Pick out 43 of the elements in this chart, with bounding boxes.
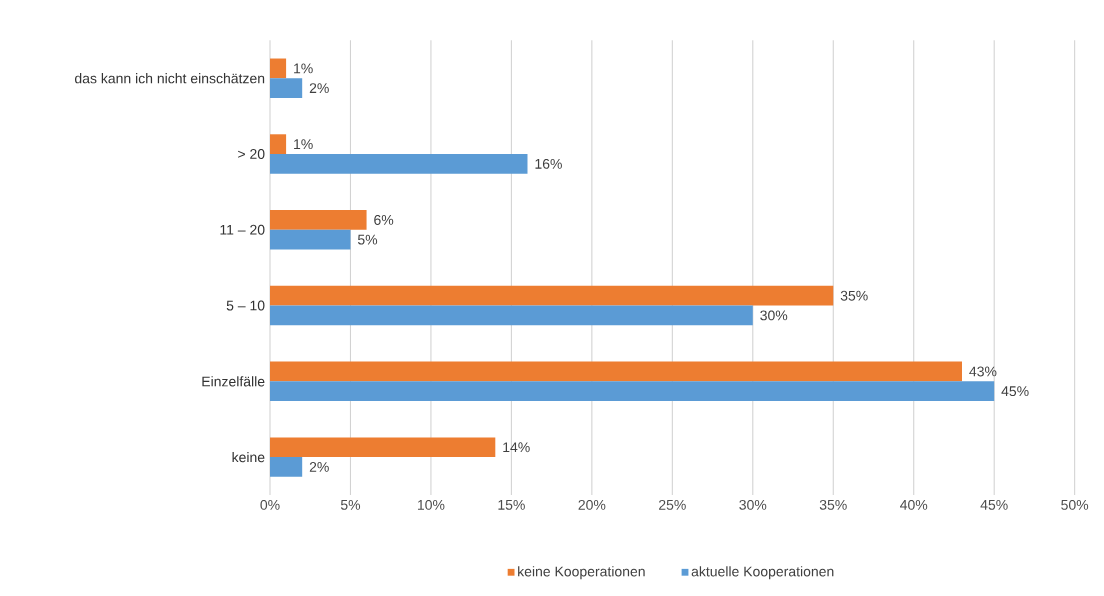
data-label: 2%	[309, 83, 329, 93]
legend-label: keine Kooperationen	[518, 566, 645, 580]
bar	[270, 361, 962, 382]
x-tick-label: 5%	[340, 499, 361, 510]
x-tick-label: 20%	[578, 499, 606, 510]
x-tick-label: 25%	[659, 499, 686, 510]
y-tick-label: 5 – 10	[226, 300, 265, 311]
bar	[270, 134, 287, 154]
data-label: 6%	[374, 214, 394, 225]
x-tick-label: 30%	[739, 499, 767, 510]
x-tick-label: 0%	[260, 499, 280, 510]
data-label: 14%	[503, 442, 530, 453]
bar	[270, 229, 351, 250]
x-tick-label: 15%	[498, 499, 525, 510]
data-label: 16%	[535, 158, 562, 169]
data-label: 30%	[760, 310, 788, 321]
y-tick-label: > 20	[238, 149, 265, 159]
data-label: 43%	[969, 366, 997, 377]
y-tick-label: 11 – 20	[220, 224, 265, 235]
y-tick-label: Einzelfälle	[202, 376, 265, 387]
legend-label: aktuelle Kooperationen	[691, 566, 834, 580]
x-tick-label: 50%	[1061, 499, 1089, 510]
data-label: 35%	[840, 290, 868, 301]
x-tick-label: 10%	[417, 499, 445, 510]
data-label: 5%	[357, 234, 378, 245]
bar	[270, 210, 367, 230]
bar	[270, 457, 303, 477]
y-tick-label: keine	[232, 451, 265, 463]
data-label: 2%	[309, 462, 329, 472]
bar	[270, 437, 496, 458]
bar	[270, 58, 287, 79]
bar	[270, 285, 834, 306]
x-tick-label: 45%	[980, 499, 1008, 510]
bar	[270, 78, 303, 98]
data-label: 45%	[1001, 386, 1029, 397]
bar	[270, 305, 753, 326]
x-tick-label: 35%	[819, 499, 847, 510]
data-label: 1%	[294, 139, 313, 150]
bar	[270, 153, 528, 174]
x-tick-label: 40%	[900, 499, 928, 510]
y-tick-label: das kann ich nicht einschätzen	[74, 73, 265, 84]
bar	[270, 381, 995, 402]
data-label: 1%	[294, 63, 313, 74]
